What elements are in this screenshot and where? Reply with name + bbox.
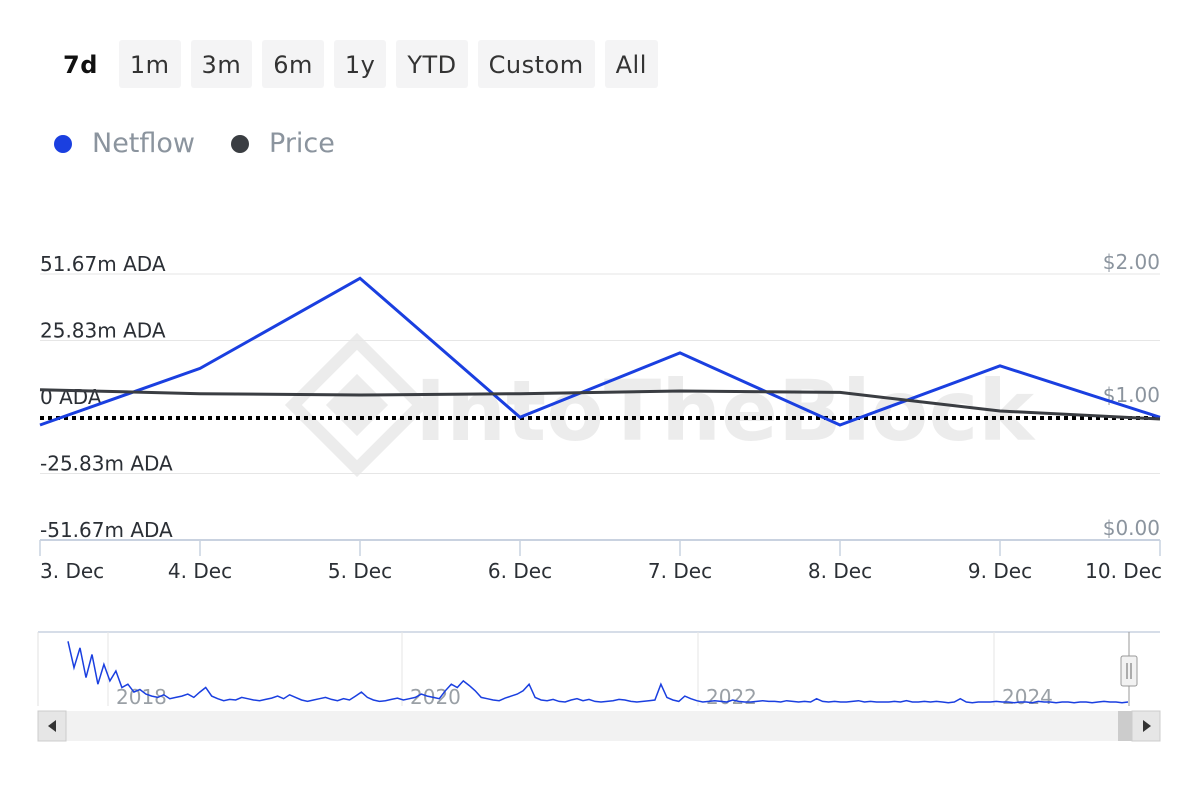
- right-tick-label: $0.00: [1103, 516, 1160, 540]
- arrow-left-icon: [48, 720, 56, 732]
- right-tick-label: $2.00: [1103, 250, 1160, 274]
- navigator-year-label: 2024: [1002, 685, 1053, 709]
- range-button-ytd[interactable]: YTD: [396, 40, 468, 88]
- x-tick-label: 6. Dec: [488, 559, 552, 583]
- watermark-text: IntoTheBlock: [415, 362, 1036, 460]
- navigator-handle[interactable]: [1120, 655, 1138, 687]
- intotheblock-watermark: IntoTheBlock: [284, 332, 1036, 478]
- x-axis: 3. Dec 4. Dec 5. Dec 6. Dec 7. Dec 8. Dec 9. D…: [39, 539, 1162, 583]
- netflow-dot-icon: [54, 134, 72, 153]
- time-range-selector: 7d 1m 3m 6m 1y YTD Custom All: [52, 40, 658, 88]
- arrow-right-icon: [1143, 720, 1151, 732]
- range-button-custom[interactable]: Custom: [477, 40, 595, 88]
- series-line-netflow: [39, 276, 1161, 427]
- left-tick-label: 25.83m ADA: [40, 319, 166, 343]
- range-button-3m[interactable]: 3m: [190, 40, 253, 88]
- navigator-series-line: [67, 641, 1129, 704]
- legend-label-price: Price: [269, 128, 335, 159]
- legend-item-price[interactable]: Price: [231, 128, 335, 159]
- range-button-6m[interactable]: 6m: [262, 40, 324, 88]
- x-tick-label: 7. Dec: [648, 559, 712, 583]
- range-navigator[interactable]: 2018 2020 2022 2024: [37, 631, 1161, 742]
- x-tick-label: 4. Dec: [168, 559, 232, 583]
- x-tick-label: 5. Dec: [328, 559, 392, 583]
- series-layer: [39, 276, 1161, 427]
- x-tick-label: 8. Dec: [808, 559, 872, 583]
- legend-item-netflow[interactable]: Netflow: [54, 128, 195, 159]
- legend-label-netflow: Netflow: [92, 128, 196, 159]
- range-button-all[interactable]: All: [604, 40, 658, 88]
- range-button-7d[interactable]: 7d: [63, 51, 98, 79]
- range-button-1m[interactable]: 1m: [118, 40, 181, 88]
- navigator-year-label: 2022: [706, 685, 757, 709]
- price-dot-icon: [231, 134, 250, 153]
- series-line-price: [39, 388, 1161, 421]
- scrollbar-track: [38, 711, 1160, 741]
- navigator-year-label: 2020: [410, 685, 461, 709]
- range-button-1y[interactable]: 1y: [333, 40, 387, 88]
- right-tick-label: $1.00: [1103, 383, 1160, 407]
- left-tick-label: -25.83m ADA: [40, 451, 173, 475]
- handle-grip: [1120, 655, 1138, 687]
- right-y-axis: $2.00 $1.00 $0.00: [1103, 250, 1160, 540]
- x-tick-label: 9. Dec: [968, 559, 1032, 583]
- left-tick-label: 51.67m ADA: [40, 252, 166, 276]
- x-tick-label: 3. Dec: [40, 559, 104, 583]
- x-tick-label: 10. Dec: [1085, 559, 1162, 583]
- left-tick-label: -51.67m ADA: [40, 518, 173, 542]
- scrollbar-thumb: [1118, 711, 1132, 741]
- navigator-scrollbar[interactable]: [37, 710, 1161, 742]
- chart-legend: Netflow Price: [54, 128, 335, 159]
